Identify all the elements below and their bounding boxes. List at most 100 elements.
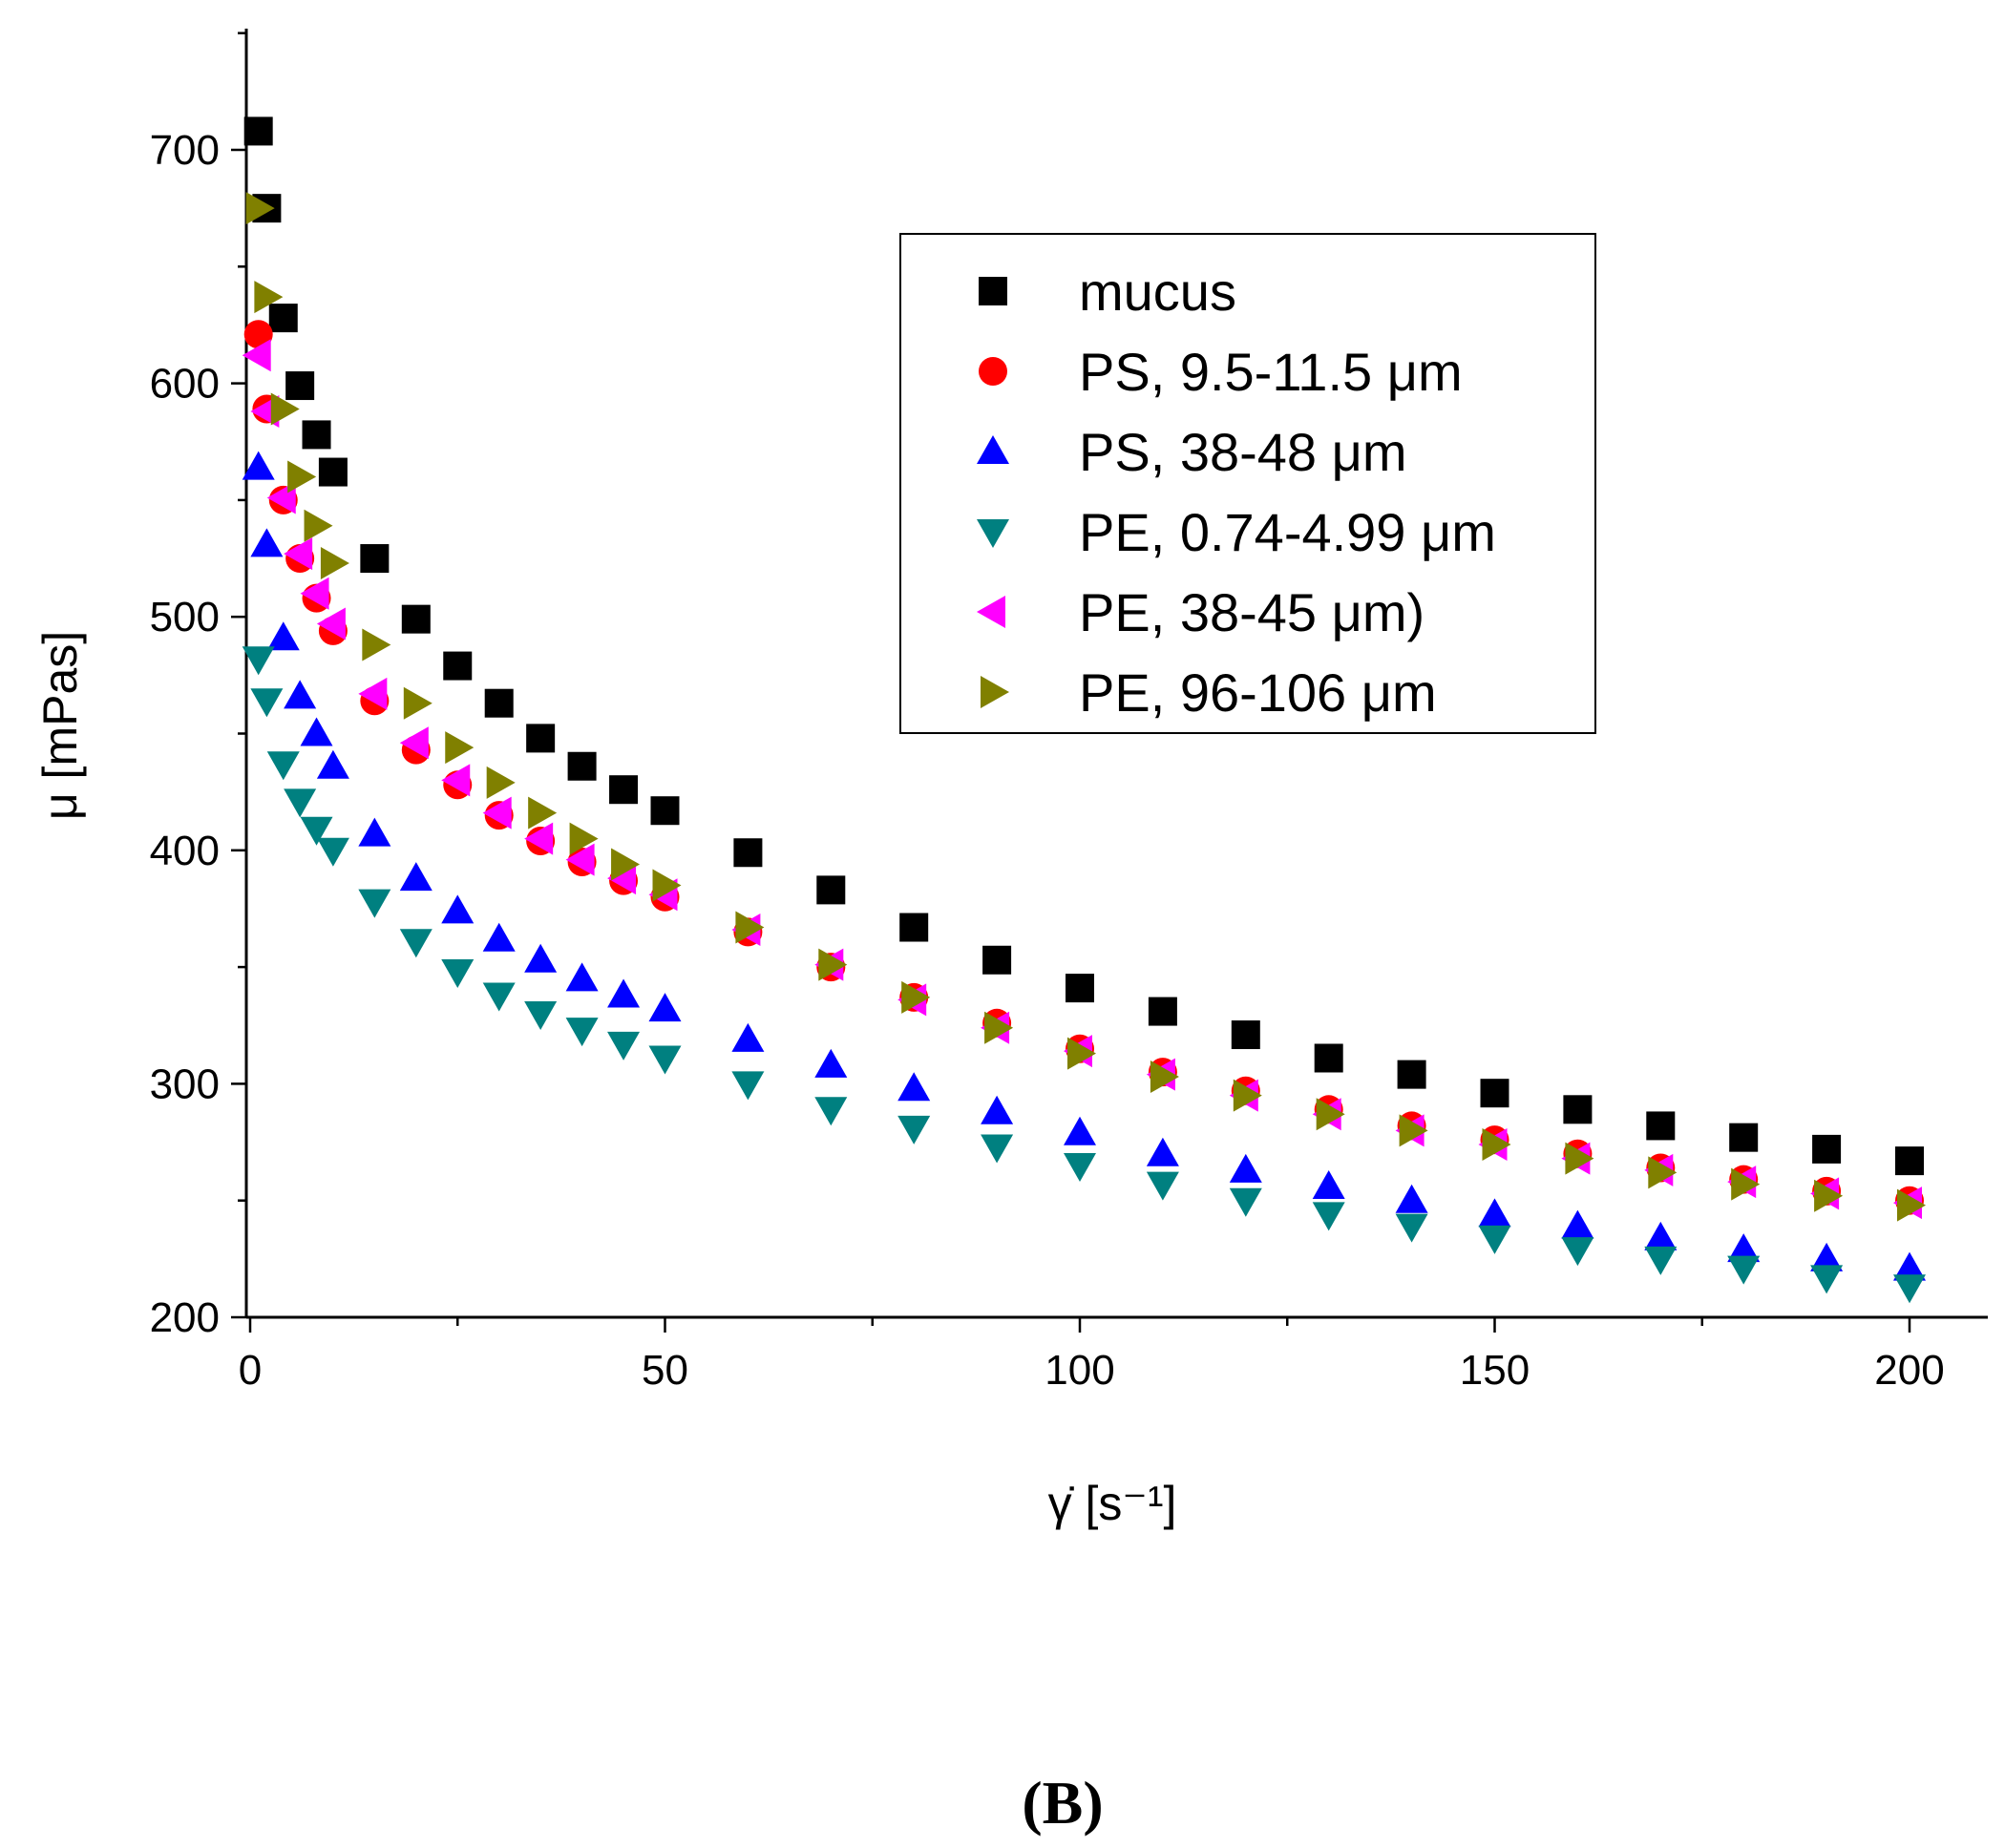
data-point [524, 822, 554, 855]
data-point [1810, 1265, 1844, 1294]
x-tick-label: 100 [1045, 1347, 1114, 1394]
data-point [565, 843, 595, 876]
data-point [524, 943, 558, 973]
data-point [1731, 1167, 1761, 1201]
data-point [1399, 1114, 1428, 1147]
data-point [482, 982, 516, 1012]
legend-marker [977, 596, 1005, 628]
legend-label: PS, 9.5-11.5 μm [1079, 342, 1463, 402]
data-point [316, 837, 349, 867]
data-point [445, 731, 475, 765]
data-point [250, 528, 284, 557]
data-point [1644, 1221, 1678, 1250]
data-point [266, 621, 300, 651]
data-point [1066, 974, 1094, 1003]
legend-box [899, 233, 1596, 734]
data-point [399, 929, 433, 958]
data-point [818, 948, 848, 981]
data-point [243, 320, 273, 349]
legend-marker [979, 277, 1007, 305]
data-point [243, 116, 273, 146]
data-point [1563, 1095, 1593, 1124]
data-point [609, 775, 639, 805]
data-point [1146, 1137, 1179, 1166]
data-point [284, 788, 317, 818]
legend-marker [977, 435, 1009, 464]
data-point [270, 392, 300, 426]
data-point [254, 281, 284, 314]
y-axis-title: μ [mPas] [33, 631, 87, 820]
data-point [250, 688, 284, 718]
legend-label: PS, 38-48 μm [1079, 422, 1407, 482]
data-point [320, 546, 349, 579]
data-point [899, 913, 929, 942]
data-point [897, 1072, 931, 1102]
data-point [1812, 1134, 1842, 1164]
series-5 [245, 192, 1926, 1222]
data-point [735, 911, 765, 944]
data-point [607, 1031, 641, 1060]
data-point [300, 577, 329, 610]
data-point [441, 958, 475, 988]
x-axis-title: γ̇ [s⁻¹] [1048, 1477, 1177, 1530]
y-tick-label: 300 [150, 1060, 220, 1107]
y-tick-label: 500 [150, 594, 220, 640]
data-point [316, 607, 346, 640]
legend-label: mucus [1079, 262, 1236, 322]
data-point [242, 646, 275, 676]
data-point [242, 339, 271, 372]
data-point [814, 1097, 848, 1126]
series-2 [242, 451, 1926, 1281]
data-point [1895, 1146, 1924, 1176]
data-point [1478, 1225, 1511, 1254]
data-point [1314, 1043, 1343, 1073]
data-point [1648, 1156, 1678, 1189]
legend-label: PE, 0.74-4.99 μm [1079, 502, 1496, 562]
data-point [441, 764, 471, 797]
legend: mucus PS, 9.5-11.5 μm PS, 38-48 μm PE, 0.74… [899, 233, 1596, 734]
data-point [565, 962, 599, 992]
x-tick-label: 0 [239, 1347, 262, 1394]
data-point [526, 724, 556, 753]
data-point [816, 875, 846, 905]
data-point [268, 304, 298, 333]
data-point [611, 848, 641, 881]
data-point [981, 1134, 1014, 1164]
data-point [1395, 1184, 1428, 1213]
data-point [266, 751, 300, 781]
series-0 [243, 116, 1924, 1176]
data-point [360, 544, 390, 574]
data-point [316, 749, 349, 779]
data-point [302, 420, 331, 450]
data-point [1312, 1170, 1345, 1200]
data-point [358, 889, 391, 918]
x-tick-label: 50 [642, 1347, 688, 1394]
y-tick-label: 200 [150, 1294, 220, 1341]
legend-marker [981, 676, 1009, 708]
data-point [482, 796, 512, 830]
data-point [1727, 1255, 1761, 1285]
data-point [528, 796, 558, 830]
data-point [486, 766, 516, 799]
data-point [1646, 1111, 1676, 1141]
data-point [731, 1022, 765, 1052]
data-point [358, 817, 391, 847]
data-point [1893, 1251, 1926, 1281]
y-tick-label: 600 [150, 361, 220, 408]
data-point [484, 688, 514, 718]
data-point [284, 680, 317, 709]
data-point [482, 922, 516, 952]
data-point [1395, 1213, 1428, 1243]
legend-label: PE, 96-106 μm [1079, 662, 1437, 723]
legend-marker [979, 357, 1007, 386]
data-point [1150, 1060, 1179, 1094]
data-point [1146, 1171, 1179, 1201]
data-point [1478, 1198, 1511, 1228]
data-point [981, 1095, 1014, 1124]
data-point [1231, 1020, 1260, 1050]
data-point [443, 651, 473, 681]
data-point [565, 1018, 599, 1047]
data-point [287, 460, 317, 494]
x-tick-label: 150 [1460, 1347, 1530, 1394]
